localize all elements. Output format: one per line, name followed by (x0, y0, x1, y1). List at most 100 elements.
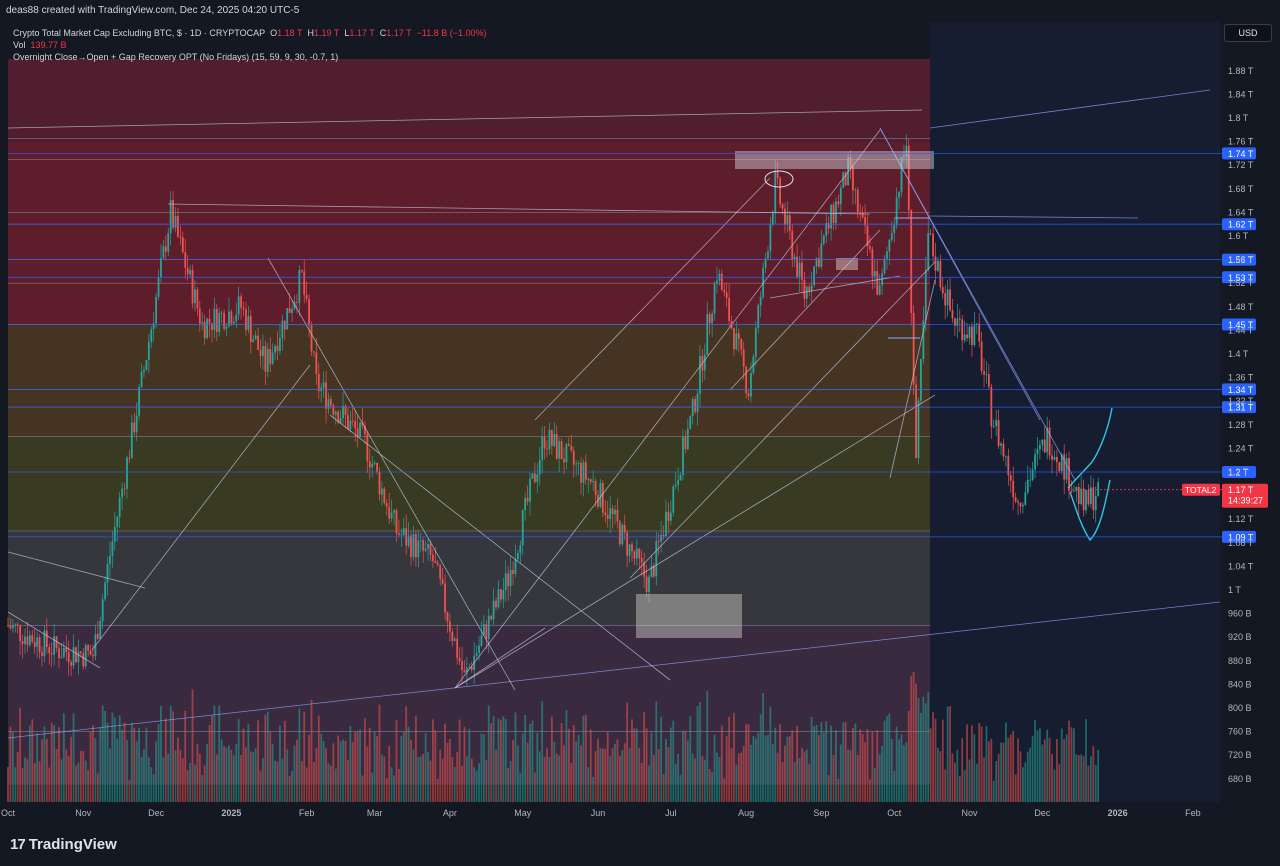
volume-bar (526, 742, 529, 802)
candle (191, 269, 194, 304)
candle (264, 346, 267, 372)
candle (179, 236, 182, 238)
volume-bar (983, 757, 985, 802)
candle (237, 296, 240, 315)
currency-button[interactable]: USD (1224, 24, 1272, 42)
volume-bar (310, 700, 313, 802)
candle (988, 374, 990, 387)
volume-bar (99, 728, 102, 802)
candle (356, 428, 359, 437)
candle (451, 631, 454, 641)
candle (572, 450, 575, 465)
volume-bar (43, 726, 46, 802)
candle (903, 156, 905, 158)
candle (465, 667, 468, 673)
candle (155, 296, 158, 324)
volume-bar (832, 754, 835, 802)
candle (206, 318, 208, 339)
volume-bar (444, 723, 446, 802)
volume-bar (978, 722, 981, 802)
volume-bar (550, 716, 553, 802)
candle (218, 312, 221, 333)
candle (485, 624, 488, 640)
volume-bar (223, 746, 225, 802)
candle (905, 145, 908, 157)
candle (147, 342, 150, 360)
candle (954, 318, 956, 326)
candle (524, 497, 527, 511)
candle (1077, 486, 1080, 504)
level-badge (1222, 530, 1256, 543)
candle (412, 534, 415, 557)
volume-bar (589, 729, 592, 802)
candle (514, 559, 517, 574)
volume-bar (606, 732, 609, 802)
volume-bar (84, 760, 87, 802)
level-badge (1222, 466, 1256, 478)
candle (793, 256, 796, 260)
volume-bar (655, 701, 658, 802)
candle (79, 651, 82, 654)
candle (109, 555, 111, 565)
y-tick-label: 1.8 T (1228, 113, 1249, 123)
candle (181, 237, 184, 253)
volume-bar (160, 706, 162, 802)
candle (956, 318, 959, 326)
volume-bar (618, 755, 621, 802)
volume-bar (992, 780, 995, 802)
candle (805, 286, 808, 299)
volume-bar (291, 770, 293, 802)
candle (968, 326, 971, 339)
x-tick-label: Oct (887, 808, 902, 818)
volume-bar (283, 720, 286, 802)
candle (325, 382, 327, 409)
candle (371, 463, 374, 468)
volume-bar (995, 761, 998, 802)
volume-bar (1026, 751, 1029, 802)
volume-bar (742, 745, 745, 802)
candle (38, 637, 41, 653)
volume-bar (53, 725, 56, 802)
candle (160, 258, 162, 277)
candle (660, 534, 663, 542)
volume-bar (126, 740, 128, 802)
volume-bar (361, 775, 364, 802)
candle (1005, 456, 1007, 458)
candle (849, 157, 852, 168)
y-tick-label: 1.64 T (1228, 207, 1254, 217)
candle (650, 565, 653, 577)
bottom-bar (0, 822, 1280, 866)
volume-bar (769, 706, 772, 802)
volume-bar (499, 719, 502, 802)
volume-bar (711, 772, 714, 802)
price-chart[interactable]: 1.74 T 1.62 T 1.56 T 1.53 T 1.45 T 1.34 T 1.31… (0, 0, 1280, 822)
volume-bar (24, 757, 26, 802)
zone-band (8, 141, 930, 325)
volume-bar (890, 738, 893, 802)
candle (274, 345, 276, 353)
volume-bar (888, 713, 891, 802)
volume-bar (1053, 769, 1056, 802)
candle (971, 326, 973, 346)
volume-bar (169, 705, 172, 802)
candle (944, 293, 947, 306)
volume-bar (296, 739, 298, 802)
volume-bar (725, 735, 728, 802)
volume-bar (458, 719, 461, 802)
volume-bar (1085, 719, 1087, 802)
candle (50, 653, 53, 655)
volume-bar (143, 749, 145, 802)
candle (436, 562, 439, 565)
candle (96, 634, 99, 639)
volume-bar (1034, 720, 1036, 802)
candle (495, 600, 497, 608)
volume-bar (274, 760, 276, 802)
volume-bar (869, 779, 871, 802)
volume-bar (366, 746, 369, 802)
volume-bar (650, 732, 653, 802)
volume-bar (621, 749, 624, 802)
candle (232, 321, 235, 324)
candle (213, 308, 216, 330)
volume-bar (1070, 727, 1073, 802)
volume-bar (50, 722, 53, 802)
